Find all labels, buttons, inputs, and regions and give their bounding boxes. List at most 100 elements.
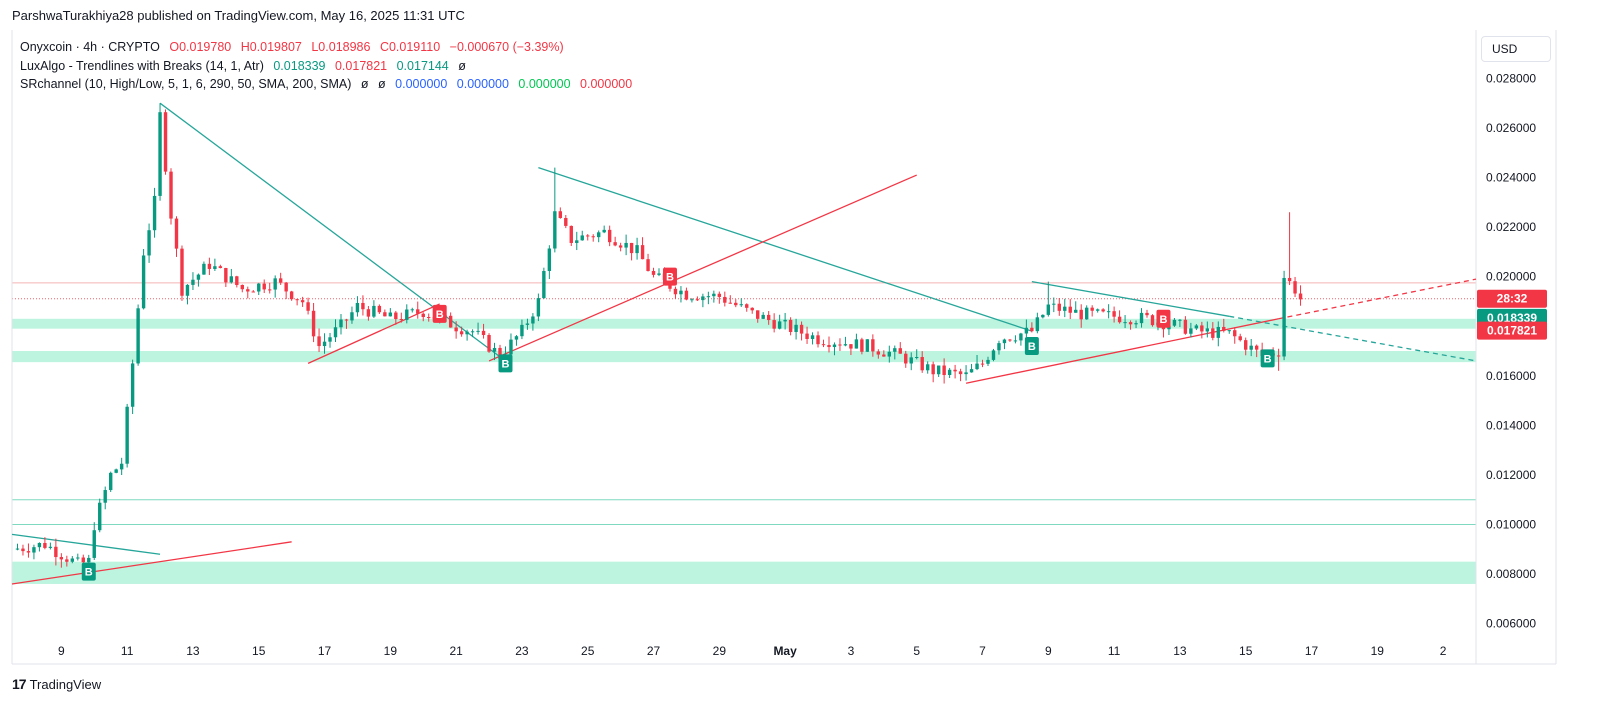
candle-body	[569, 225, 573, 243]
break-label-badge	[1260, 349, 1275, 368]
candle-body	[180, 248, 184, 296]
axes: 0.028000 0.026000 0.024000 0.022000 0.020000…	[58, 71, 1547, 658]
price-axis-badge-text: 0.018339	[1487, 311, 1537, 325]
x-tick-label: 11	[1108, 644, 1121, 658]
candle-body	[141, 255, 146, 309]
trendline-up	[965, 318, 1279, 384]
footer-brand[interactable]: 17 TradingView	[12, 676, 101, 692]
candle-body	[646, 259, 650, 271]
candle-body	[1200, 325, 1204, 332]
candle-body	[882, 354, 886, 357]
candle-body	[805, 333, 809, 339]
candle-body	[810, 335, 815, 339]
x-tick-label: 13	[1173, 644, 1187, 658]
indicator-value: 0.000000	[395, 77, 448, 91]
y-tick-label: 0.018000	[1486, 319, 1536, 333]
candle-body	[1265, 353, 1270, 356]
candle-body	[350, 312, 354, 321]
price-axis-badge	[1477, 321, 1547, 340]
indicator-value: 0.017821	[334, 59, 388, 73]
candle-body	[278, 278, 283, 283]
indicator-name[interactable]: SRchannel (10, High/Low, 5, 1, 6, 290, 5…	[20, 77, 352, 91]
candle-body	[185, 284, 190, 296]
candle-body	[1183, 319, 1188, 334]
candle-body	[1167, 325, 1171, 330]
symbol-name[interactable]: Onyxcoin · 4h · CRYPTO	[20, 40, 160, 54]
candle-body	[613, 242, 617, 246]
indicator-legend-trendlines[interactable]: LuxAlgo - Trendlines with Breaks (14, 1,…	[20, 59, 472, 73]
candle-body	[761, 314, 765, 319]
trendline-down	[11, 533, 161, 555]
candle-body	[690, 299, 694, 301]
candle-body	[213, 266, 217, 269]
candle-body	[37, 542, 42, 548]
x-tick-label: 17	[1305, 644, 1319, 658]
trendline-down	[159, 102, 506, 362]
candle-body	[942, 365, 946, 376]
price-axis-badge-text: 28:32	[1497, 292, 1528, 306]
y-tick-label: 0.006000	[1486, 617, 1536, 631]
currency-button[interactable]: USD	[1481, 36, 1551, 62]
indicator-name[interactable]: LuxAlgo - Trendlines with Breaks (14, 1,…	[20, 59, 264, 73]
candle-body	[1079, 309, 1083, 320]
candle-body	[969, 369, 974, 373]
indicator-value: ø	[458, 59, 466, 73]
candle-body	[909, 357, 913, 364]
candle-body	[975, 363, 979, 370]
indicator-value: 0.017144	[396, 59, 449, 73]
candle-body	[618, 245, 623, 248]
candle-body	[849, 344, 853, 349]
candle-body	[344, 319, 349, 321]
candle-body	[827, 345, 831, 348]
x-tick-label: 19	[384, 644, 398, 658]
candle-body	[1095, 309, 1100, 311]
candle-body	[169, 171, 173, 219]
candle-body	[1211, 328, 1215, 338]
candle-body	[602, 229, 606, 233]
candle-body	[668, 279, 672, 289]
candle-body	[871, 339, 875, 352]
indicator-value: 0.000000	[518, 77, 571, 91]
break-label-text: B	[666, 272, 674, 284]
candle-body	[399, 319, 404, 321]
candle-body	[816, 335, 820, 345]
candle-body	[739, 304, 743, 306]
indicator-legend-srchannel[interactable]: SRchannel (10, High/Low, 5, 1, 6, 290, 5…	[20, 77, 638, 91]
candle-body	[1271, 353, 1275, 356]
candle-body	[1227, 330, 1231, 332]
candle-body	[635, 245, 639, 254]
candle-body	[542, 271, 546, 299]
trendline-down	[1031, 280, 1230, 317]
candle-body	[531, 316, 535, 324]
x-tick-label: 11	[121, 644, 134, 658]
candle-body	[679, 290, 683, 295]
candle-body	[750, 307, 754, 311]
candle-body	[640, 245, 645, 260]
symbol-legend[interactable]: Onyxcoin · 4h · CRYPTO O0.019780 H0.0198…	[20, 40, 570, 54]
sr-zone	[12, 351, 1476, 363]
x-tick-label: 5	[913, 644, 920, 658]
candle-body	[59, 557, 64, 560]
x-tick-label: 9	[1045, 644, 1052, 658]
candle-body	[465, 331, 469, 335]
price-axis-badge-text: 0.017821	[1487, 324, 1537, 338]
candle-body	[1254, 345, 1259, 350]
candle-body	[394, 312, 398, 320]
x-tick-label: 3	[848, 644, 855, 658]
x-tick-label: 9	[58, 644, 65, 658]
candle-body	[629, 242, 634, 254]
candle-body	[794, 324, 798, 332]
candle-body	[21, 548, 25, 552]
candle-body	[964, 372, 968, 375]
candle-body	[832, 344, 837, 348]
candle-body	[317, 336, 321, 347]
candle-body	[1024, 327, 1029, 334]
candle-body	[876, 351, 881, 355]
candle-body	[1233, 330, 1237, 337]
candle-body	[1008, 339, 1012, 341]
candle-body	[991, 350, 996, 360]
candle-body	[1013, 340, 1018, 342]
break-label-text: B	[1159, 314, 1167, 326]
candle-body	[92, 530, 96, 558]
